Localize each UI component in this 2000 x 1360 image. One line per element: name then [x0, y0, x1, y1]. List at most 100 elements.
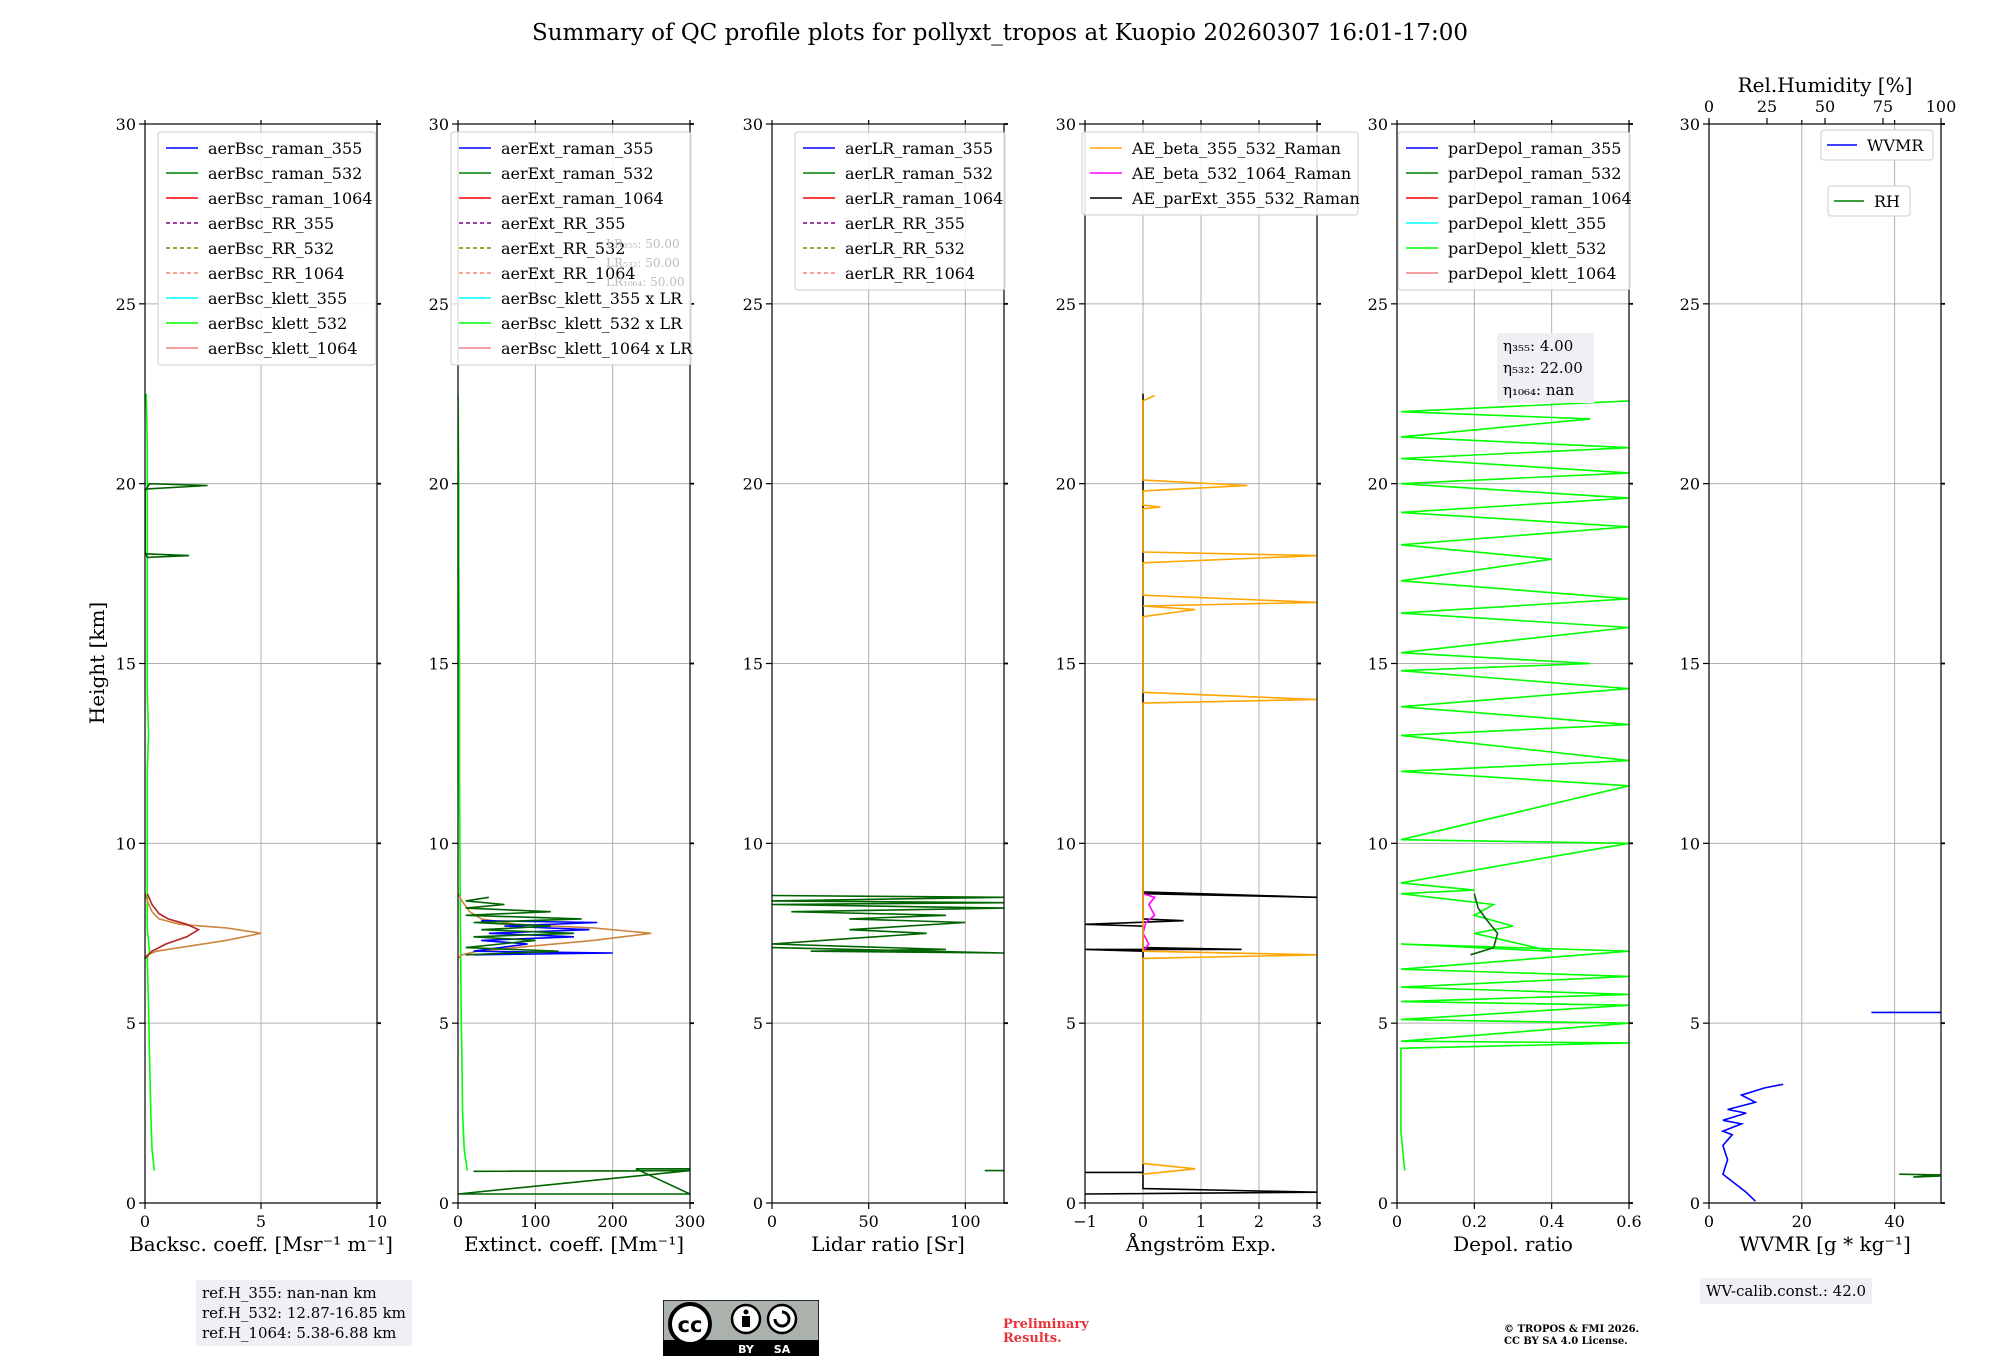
legend-box	[1827, 185, 1911, 217]
y-tick-label: 5	[1066, 1014, 1076, 1033]
y-tick-label: 20	[116, 475, 136, 494]
y-tick-label: 25	[1680, 295, 1700, 314]
sa-share-icon	[766, 1303, 798, 1335]
legend-box	[450, 131, 692, 366]
legend-label: aerBsc_raman_532	[208, 164, 362, 183]
series-line-aerBsc_klett_1064	[145, 893, 262, 959]
copyright-line-1: © TROPOS & FMI 2026.	[1504, 1324, 1640, 1335]
series-line-AE_beta_532_1064_Raman	[1142, 892, 1156, 952]
top-x-tick-label: 75	[1873, 97, 1893, 116]
series-line-WVMR	[1720, 1083, 1784, 1202]
series-line-aerExt_raman_532-low	[458, 1168, 690, 1195]
cc-by-label: BY	[738, 1343, 755, 1356]
x-tick-label: 0	[1392, 1212, 1402, 1231]
series-line-AE_beta_355_532_Raman	[1142, 394, 1317, 1175]
panel-depol: 0 0.2 0.4 0.6 0 5 10 15 20 25 30 Depol. ratio parDep…	[1368, 115, 1642, 1256]
legend-label: aerLR_RR_532	[845, 239, 965, 258]
y-tick-label: 15	[1368, 655, 1388, 674]
legend-label: parDepol_klett_1064	[1448, 264, 1617, 283]
preliminary-line-1: Preliminary	[1003, 1317, 1089, 1332]
y-tick-label: 25	[429, 295, 449, 314]
panel-ext: 0 100 200 300 0 5 10 15 20 25 30 Extinct. coeff. [M…	[429, 115, 706, 1256]
cc-sa-label: SA	[774, 1343, 791, 1356]
legend-label: aerBsc_raman_355	[208, 139, 362, 158]
x-tick-label: 200	[597, 1212, 628, 1231]
y-tick-label: 25	[743, 295, 763, 314]
legend-label: aerBsc_raman_1064	[208, 189, 373, 208]
legend-label: parDepol_klett_355	[1448, 214, 1606, 233]
y-tick-label: 0	[1690, 1194, 1700, 1213]
x-tick-label: 100	[520, 1212, 551, 1231]
lr-annotation: LR₁₀₆₄: 50.00	[606, 275, 684, 289]
y-tick-label: 15	[743, 655, 763, 674]
legend-label: aerExt_RR_355	[501, 214, 625, 233]
preliminary-line-2: Results.	[1003, 1331, 1062, 1346]
x-axis-label: Ångström Exp.	[1125, 1231, 1276, 1256]
legend-label: aerExt_raman_1064	[501, 189, 664, 208]
legend-box	[1397, 131, 1631, 291]
y-tick-label: 20	[1680, 475, 1700, 494]
x-axis-label: Depol. ratio	[1453, 1232, 1573, 1256]
y-tick-label: 15	[1056, 655, 1076, 674]
reference-height-box: ref.H_355: nan-nan km ref.H_532: 12.87-1…	[196, 1280, 412, 1346]
legend-label: AE_beta_355_532_Raman	[1131, 139, 1341, 158]
legend-box	[1820, 129, 1934, 161]
cc-logo-text: cc	[678, 1313, 703, 1337]
y-tick-label: 30	[1056, 115, 1076, 134]
panel-bsc: 0 5 10 0 5 10 15 20 25 30 Backsc. coeff. [Msr⁻¹ m⁻…	[116, 115, 393, 1256]
series-line-parDepol_raman_532	[1470, 893, 1499, 956]
x-tick-label: 100	[950, 1212, 981, 1231]
y-tick-label: 5	[439, 1014, 449, 1033]
x-tick-label: 0	[453, 1212, 463, 1231]
eta-value: η₅₃₂: 22.00	[1503, 359, 1583, 377]
y-tick-label: 15	[116, 655, 136, 674]
x-axis-label: Lidar ratio [Sr]	[811, 1232, 965, 1256]
legend-label: aerExt_raman_532	[501, 164, 654, 183]
legend-label: aerBsc_RR_1064	[208, 264, 344, 283]
top-x-tick-label: 50	[1815, 97, 1835, 116]
x-tick-label: −1	[1073, 1212, 1097, 1231]
x-tick-label: 10	[367, 1212, 387, 1231]
x-tick-label: 0.6	[1616, 1212, 1641, 1231]
legend-label: parDepol_klett_532	[1448, 239, 1606, 258]
x-axis-label: Extinct. coeff. [Mm⁻¹]	[464, 1232, 684, 1256]
x-tick-label: 1	[1196, 1212, 1206, 1231]
y-tick-label: 10	[1680, 834, 1700, 853]
x-tick-label: 0	[1704, 1212, 1714, 1231]
x-tick-label: 0	[140, 1212, 150, 1231]
y-tick-label: 10	[743, 834, 763, 853]
copyright-notice: © TROPOS & FMI 2026. CC BY SA 4.0 Licens…	[1504, 1324, 1639, 1348]
ref-line-355: ref.H_355: nan-nan km	[202, 1284, 377, 1302]
legend-label: aerExt_RR_1064	[501, 264, 636, 283]
preliminary-notice: Preliminary Results.	[1003, 1318, 1089, 1346]
eta-value: η₁₀₆₄: nan	[1503, 381, 1574, 399]
x-tick-label: 50	[858, 1212, 878, 1231]
y-tick-label: 30	[116, 115, 136, 134]
legend-label: aerBsc_klett_1064	[208, 339, 357, 358]
legend-label: aerBsc_RR_532	[208, 239, 334, 258]
y-tick-label: 25	[116, 295, 136, 314]
y-tick-label: 5	[1378, 1014, 1388, 1033]
figure-title: Summary of QC profile plots for pollyxt_…	[531, 20, 1469, 46]
by-person-body	[742, 1316, 750, 1327]
legend-label: aerLR_raman_355	[845, 139, 993, 158]
cc-logo-icon	[668, 1302, 712, 1346]
legend-label: aerBsc_klett_1064 x LR	[501, 339, 693, 358]
y-tick-label: 15	[1680, 655, 1700, 674]
by-person-head	[743, 1309, 749, 1315]
y-tick-label: 5	[1690, 1014, 1700, 1033]
series-line-aerBsc_raman_532	[145, 482, 208, 559]
y-tick-label: 10	[116, 834, 136, 853]
y-tick-label: 5	[126, 1014, 136, 1033]
legend-label: aerBsc_klett_532 x LR	[501, 314, 683, 333]
y-tick-label: 30	[429, 115, 449, 134]
legend-label: aerLR_RR_355	[845, 214, 965, 233]
legend-label: aerBsc_klett_355	[208, 289, 347, 308]
x-tick-label: 40	[1884, 1212, 1904, 1231]
x-tick-label: 5	[256, 1212, 266, 1231]
legend-label: aerLR_raman_1064	[845, 189, 1003, 208]
wv-calibration-box: WV-calib.const.: 42.0	[1700, 1278, 1873, 1304]
legend-label: parDepol_raman_355	[1448, 139, 1621, 158]
legend-label: AE_parExt_355_532_Raman	[1131, 189, 1360, 208]
